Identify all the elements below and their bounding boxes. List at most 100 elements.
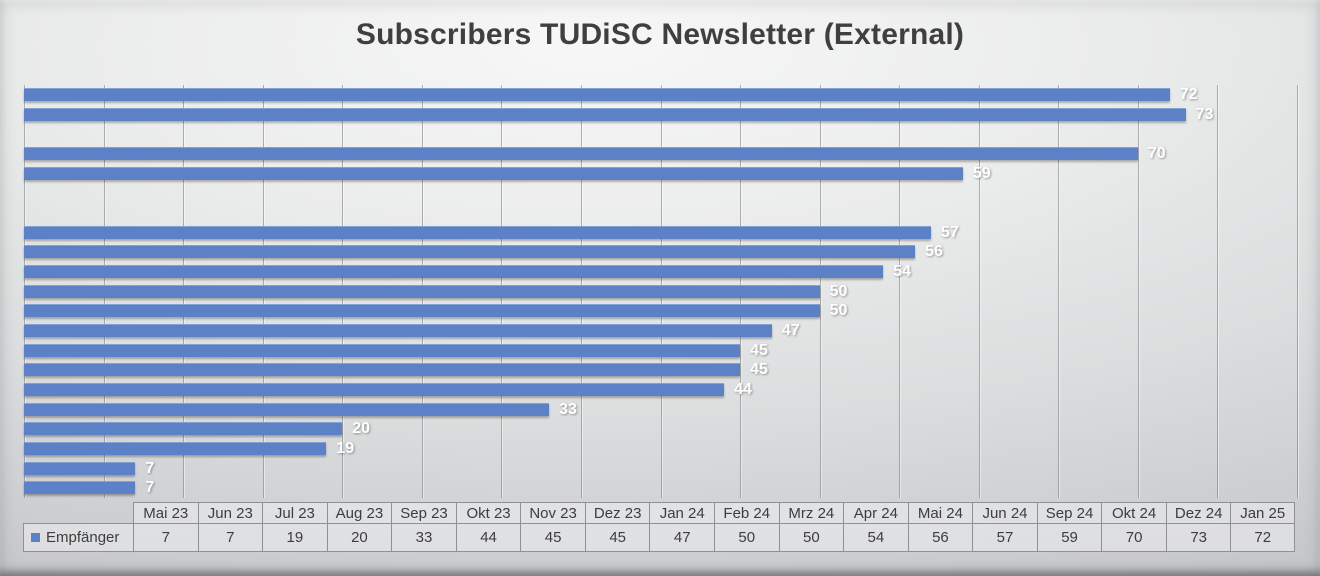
bar[interactable] (24, 422, 343, 436)
bar-value-label: 50 (829, 302, 848, 320)
month-header-cell: Dez 23 (584, 502, 650, 523)
chart-row: 33 (24, 400, 1297, 420)
legend-cell: Empfänger (23, 523, 133, 552)
value-cell: 47 (649, 523, 714, 552)
bar[interactable] (24, 166, 963, 180)
value-cell: 73 (1165, 523, 1231, 552)
chart-row: 20 (24, 419, 1297, 439)
chart-row: 50 (24, 301, 1297, 321)
bar-value-label: 7 (145, 459, 155, 477)
gridline (1297, 85, 1298, 498)
bar-value-label: 7 (145, 479, 155, 497)
table-corner-cell (23, 502, 133, 523)
chart-row: 19 (24, 439, 1297, 459)
bar[interactable] (24, 383, 725, 396)
chart-row: 50 (24, 282, 1297, 302)
bar[interactable] (24, 284, 820, 298)
bar-value-label: 45 (750, 341, 768, 359)
value-cell: 20 (326, 523, 392, 552)
bar-value-label: 45 (750, 361, 768, 379)
bar[interactable] (24, 442, 327, 455)
bar[interactable] (24, 265, 884, 278)
month-header-cell: Aug 23 (326, 502, 392, 523)
gridline (1058, 85, 1060, 498)
bar-value-label: 47 (781, 322, 800, 339)
value-cell: 59 (1036, 523, 1102, 552)
bar-value-label: 70 (1147, 145, 1166, 162)
month-header-cell: Sep 24 (1036, 502, 1102, 523)
chart-row: 7 (24, 478, 1297, 498)
bar-value-label: 54 (893, 263, 912, 280)
chart-plot-area: 72 73 70 59 57 56 54 50 50 47 45 45 44 33 20 19 7 7 (24, 85, 1298, 498)
bar-value-label: 73 (1195, 105, 1214, 123)
chart-row: 73 (24, 105, 1297, 125)
chart-row: 72 (24, 85, 1297, 105)
month-header-cell: Okt 24 (1101, 502, 1166, 523)
month-header-cell: Jan 25 (1230, 502, 1295, 523)
bar-value-label: 50 (829, 282, 848, 300)
value-cell: 70 (1101, 523, 1166, 552)
bar[interactable] (24, 245, 916, 259)
month-header-cell: Mai 23 (133, 502, 198, 523)
chart-row: 7 (24, 459, 1297, 479)
value-cell: 72 (1230, 523, 1295, 552)
series-color-swatch-icon (31, 533, 40, 542)
month-header-cell: Jun 23 (197, 502, 263, 523)
chart-row: 54 (24, 262, 1297, 282)
month-header-cell: Mrz 24 (778, 502, 844, 523)
chart-title: Subscribers TUDiSC Newsletter (External) (355, 18, 965, 51)
gridline (1137, 85, 1139, 498)
month-header-cell: Okt 23 (455, 502, 521, 523)
bar-value-label: 20 (352, 420, 371, 438)
month-header-cell: Jul 23 (262, 502, 327, 523)
bar-value-label: 57 (941, 223, 959, 241)
chart-row (24, 203, 1297, 223)
value-cell: 54 (843, 523, 908, 552)
month-header-cell: Sep 23 (391, 502, 456, 523)
bar[interactable] (24, 363, 741, 377)
chart-row: 70 (24, 144, 1297, 164)
month-header-cell: Apr 24 (843, 502, 908, 523)
month-header-cell: Nov 23 (520, 502, 585, 523)
bar[interactable] (24, 107, 1186, 121)
bar[interactable] (24, 324, 772, 337)
bar-value-label: 72 (1179, 86, 1198, 103)
bar-value-label: 33 (559, 400, 577, 418)
bar[interactable] (24, 304, 820, 318)
value-cell: 7 (133, 523, 198, 552)
gridline (899, 85, 901, 498)
bar-value-label: 56 (925, 243, 943, 261)
chart-row: 59 (24, 164, 1297, 184)
bar[interactable] (24, 343, 741, 357)
value-cell: 7 (197, 523, 263, 552)
bar[interactable] (24, 225, 931, 239)
month-header-cell: Dez 24 (1165, 502, 1231, 523)
chart-row (24, 183, 1297, 203)
month-header-cell: Jun 24 (972, 502, 1037, 523)
bar-value-label: 59 (972, 164, 991, 182)
data-table: Mai 23 Jun 23 Jul 23 Aug 23 Sep 23 Okt 23 Nov … (23, 502, 1295, 552)
gridline (819, 85, 821, 498)
value-cell: 45 (520, 523, 585, 552)
bar-value-label: 44 (734, 381, 752, 398)
bar[interactable] (24, 147, 1138, 160)
chart-row: 57 (24, 223, 1297, 243)
chart-row: 56 (24, 242, 1297, 262)
chart-row: 44 (24, 380, 1297, 400)
chart-row: 47 (24, 321, 1297, 341)
gridline (1217, 85, 1219, 498)
value-cell: 44 (455, 523, 521, 552)
value-cell: 19 (262, 523, 327, 552)
bar[interactable] (24, 88, 1170, 101)
value-cell: 56 (907, 523, 973, 552)
chart-row (24, 124, 1297, 144)
month-header-cell: Mai 24 (907, 502, 973, 523)
month-header-cell: Jan 24 (649, 502, 714, 523)
bar[interactable] (24, 461, 136, 475)
value-cell: 50 (778, 523, 844, 552)
bar[interactable] (24, 481, 136, 495)
value-cell: 45 (584, 523, 650, 552)
value-cell: 50 (714, 523, 779, 552)
bar[interactable] (24, 402, 550, 416)
